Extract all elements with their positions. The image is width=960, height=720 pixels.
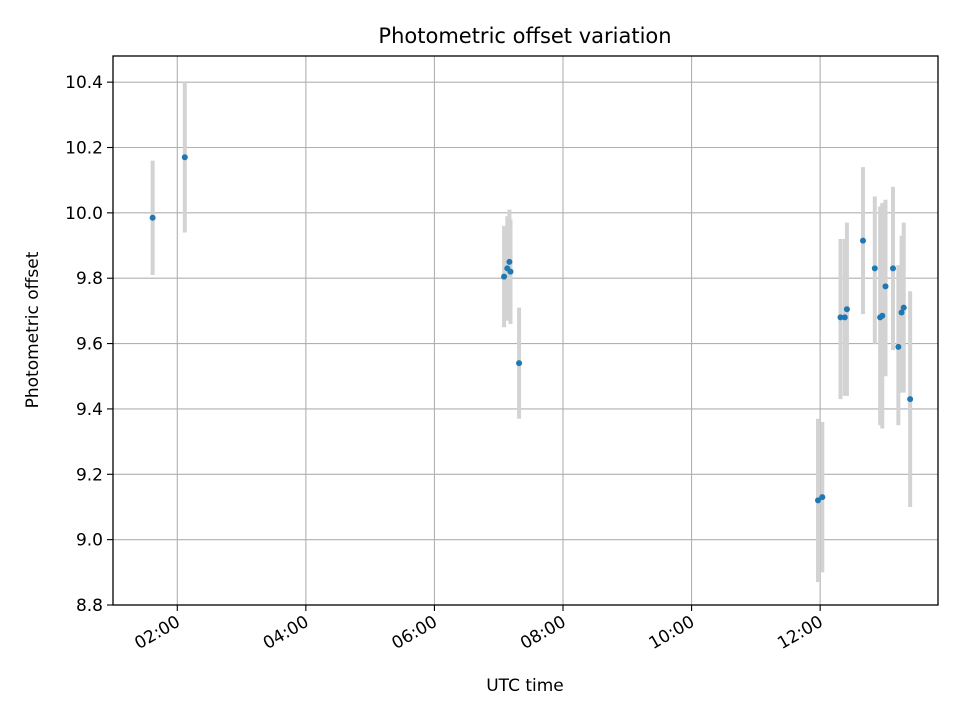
data-point [860, 237, 866, 244]
y-tick-label: 9.4 [76, 400, 103, 420]
data-point [181, 154, 188, 161]
y-tick-label: 10.2 [65, 139, 103, 159]
x-tick-label: 12:00 [774, 612, 826, 654]
data-point [843, 306, 850, 313]
x-tick-label: 04:00 [260, 612, 312, 654]
x-axis-label: UTC time [486, 676, 564, 696]
y-tick-label: 9.0 [76, 531, 103, 551]
y-tick-label: 10.0 [65, 204, 103, 224]
y-axis-label: Photometric offset [23, 251, 43, 408]
data-point [900, 304, 907, 311]
y-tick-label: 9.6 [76, 335, 103, 355]
data-point [507, 268, 514, 275]
data-points [149, 154, 914, 504]
data-point [149, 214, 156, 221]
error-bars [150, 82, 913, 583]
x-tick-label: 10:00 [646, 612, 698, 654]
data-point [890, 265, 896, 272]
data-point [837, 314, 844, 321]
data-point [871, 265, 878, 272]
data-point [815, 497, 821, 504]
data-point [501, 273, 508, 280]
x-tick-label: 08:00 [517, 612, 569, 654]
data-point [907, 396, 914, 403]
y-tick-label: 9.8 [76, 269, 103, 289]
data-point [882, 283, 889, 290]
data-point [516, 360, 523, 367]
data-point [841, 314, 848, 321]
y-tick-label: 8.8 [76, 596, 103, 616]
y-tick-label: 9.2 [76, 465, 103, 485]
data-point [895, 343, 902, 350]
y-tick-label: 10.4 [65, 73, 103, 93]
chart-title: Photometric offset variation [378, 24, 671, 48]
data-point [506, 258, 513, 265]
plot-frame [112, 55, 939, 606]
y-axis-ticks: 8.8 9.0 9.2 9.4 9.6 9.8 10.0 10.2 10.4 [65, 73, 113, 616]
data-point [819, 494, 826, 501]
x-tick-label: 06:00 [388, 612, 440, 654]
grid [113, 56, 938, 606]
data-point [898, 309, 905, 316]
x-tick-label: 02:00 [131, 612, 183, 654]
data-point [879, 312, 886, 319]
x-axis-ticks: 02:00 04:00 06:00 08:00 10:00 12:00 [131, 605, 827, 654]
